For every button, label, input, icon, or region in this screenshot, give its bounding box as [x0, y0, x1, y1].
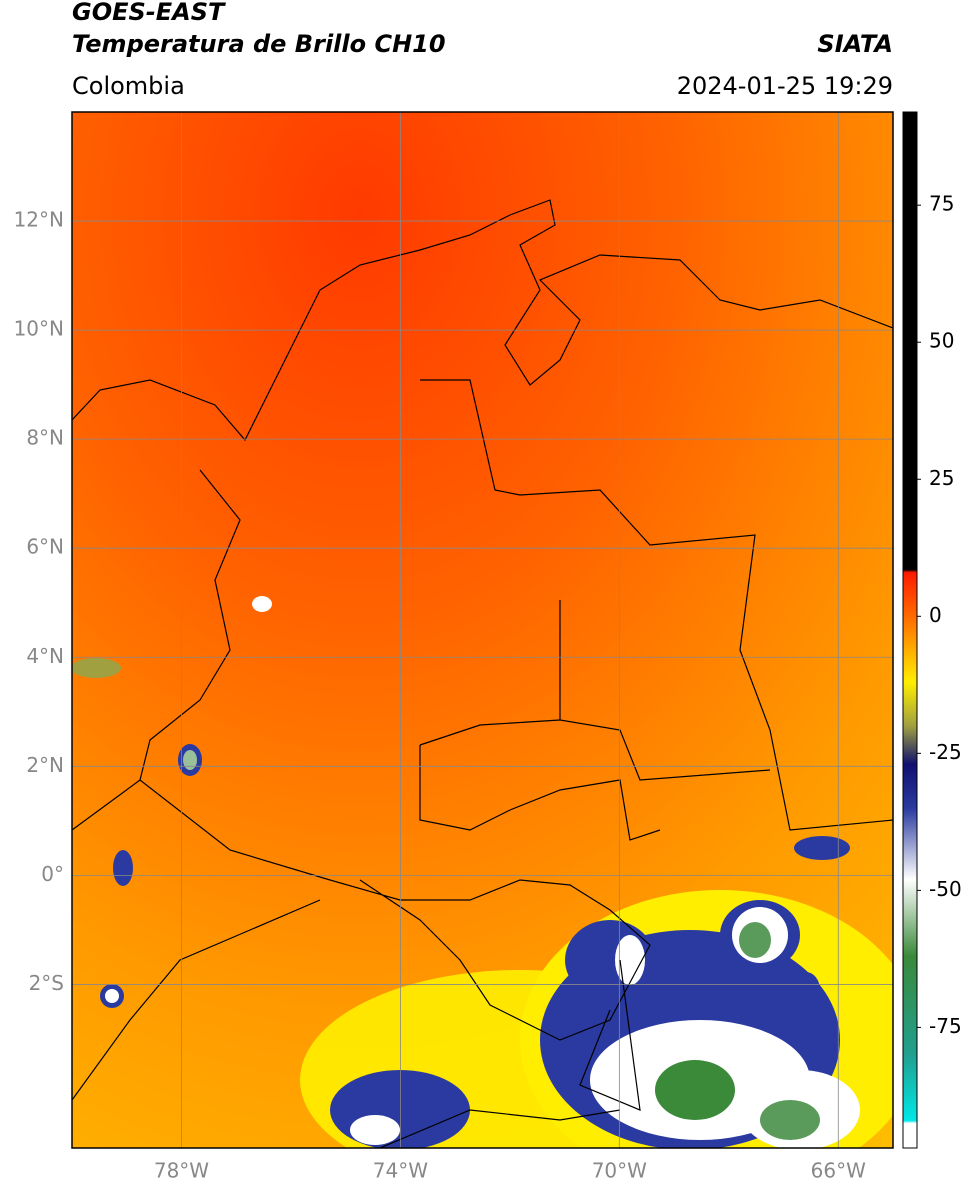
grid: [72, 112, 893, 1148]
title-line2: Temperatura de Brillo CH10: [72, 30, 446, 58]
colorbar-tick-label: -50: [929, 877, 962, 901]
lat-tick-label: 0°: [41, 862, 64, 886]
colorbar: [902, 111, 918, 1149]
colorbar-tick-label: 0: [929, 603, 942, 627]
colorbar-tick-label: 50: [929, 329, 954, 353]
lat-tick-label: 6°N: [26, 535, 64, 559]
lat-tick-label: 4°N: [26, 644, 64, 668]
cloud-tops: [72, 596, 893, 1148]
colorbar-tick-label: -25: [929, 740, 962, 764]
title-line1: GOES-EAST: [72, 0, 226, 26]
map-image: [72, 112, 893, 1148]
colorbar-tick-label: -75: [929, 1014, 962, 1038]
colorbar-tick-label: 25: [929, 466, 954, 490]
region: Colombia: [72, 72, 185, 100]
source: SIATA: [817, 30, 893, 58]
lat-tick-label: 12°N: [14, 208, 64, 232]
lat-tick-label: 2°N: [26, 753, 64, 777]
datetime: 2024-01-25 19:29: [677, 72, 893, 100]
lon-tick-label: 66°W: [811, 1159, 866, 1183]
lat-tick-label: 2°S: [29, 971, 64, 995]
colorbar-tick-label: 75: [929, 192, 954, 216]
lon-tick-label: 70°W: [592, 1159, 647, 1183]
lon-tick-label: 78°W: [154, 1159, 209, 1183]
borders: [72, 199, 893, 1148]
lat-tick-label: 10°N: [14, 317, 64, 341]
lon-tick-label: 74°W: [373, 1159, 428, 1183]
map-frame: [71, 111, 894, 1149]
lat-tick-label: 8°N: [26, 426, 64, 450]
